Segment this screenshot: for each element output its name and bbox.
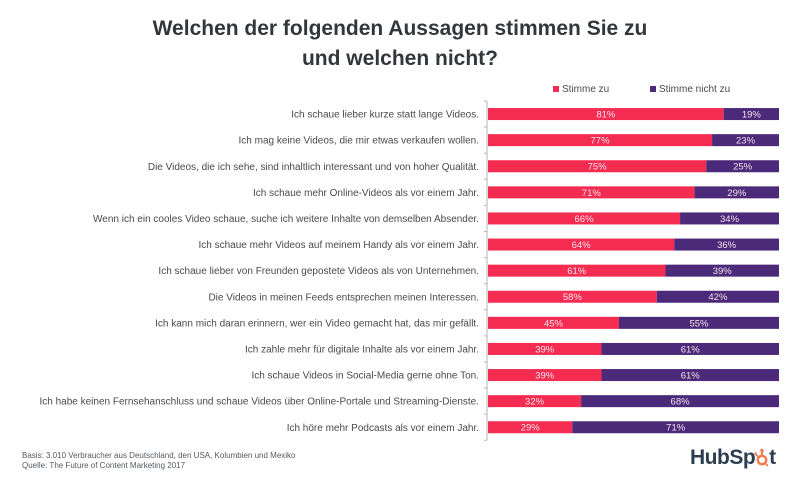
- legend-item-disagree: Stimme nicht zu: [650, 82, 730, 96]
- chart-title-line-2: und welchen nicht?: [301, 47, 498, 70]
- bar-agree: [488, 421, 573, 434]
- logo-text-right: t: [769, 446, 776, 469]
- data-label-disagree: 34%: [720, 214, 740, 225]
- data-label-disagree: 39%: [713, 266, 733, 277]
- bar-agree: [488, 290, 657, 303]
- data-label-agree: 39%: [535, 344, 555, 355]
- legend-swatch-agree: [553, 86, 559, 92]
- bar-agree: [488, 316, 619, 329]
- category-label: Ich zahle mehr für digitale Inhalte als …: [245, 344, 479, 355]
- bar-agree: [488, 369, 602, 382]
- data-label-disagree: 25%: [733, 162, 753, 173]
- bar-disagree: [601, 342, 779, 355]
- legend-label-disagree: Stimme nicht zu: [659, 83, 731, 95]
- bar-agree: [488, 395, 582, 408]
- bar-disagree: [723, 108, 779, 121]
- bar-agree: [488, 342, 602, 355]
- category-label: Die Videos, die ich sehe, sind inhaltlic…: [148, 162, 479, 173]
- footer-notes: Basis: 3.010 Verbraucher aus Deutschland…: [22, 451, 296, 471]
- category-label: Die Videos in meinen Feeds entsprechen m…: [208, 292, 479, 303]
- bar-disagree: [618, 316, 779, 329]
- category-label: Ich schaue Videos in Social-Media gerne …: [251, 371, 479, 382]
- data-label-disagree: 19%: [742, 109, 762, 120]
- bar-disagree: [680, 212, 779, 225]
- bar-disagree: [656, 290, 779, 303]
- data-label-disagree: 29%: [727, 188, 747, 199]
- bar-agree: [488, 186, 695, 199]
- bar-agree: [488, 108, 724, 121]
- data-label-agree: 77%: [591, 136, 611, 147]
- category-label: Ich schaue mehr Videos auf meinem Handy …: [198, 240, 479, 251]
- footer-source: Quelle: The Future of Content Marketing …: [22, 461, 186, 470]
- category-label: Wenn ich ein cooles Video schaue, suche …: [93, 214, 479, 225]
- data-label-disagree: 61%: [681, 344, 701, 355]
- category-label: Ich schaue mehr Online-Videos als vor ei…: [253, 188, 479, 199]
- bar-disagree: [665, 264, 779, 277]
- bar-disagree: [712, 134, 779, 147]
- chart-title: Welchen der folgenden Aussagen stimmen S…: [0, 14, 800, 74]
- category-label: Ich schaue lieber von Freunden gepostete…: [158, 266, 479, 277]
- category-label: Ich kann mich daran erinnern, wer ein Vi…: [155, 318, 479, 329]
- bar-disagree: [694, 186, 779, 199]
- bar-agree: [488, 212, 681, 225]
- data-label-agree: 29%: [521, 423, 541, 434]
- bar-disagree: [706, 160, 779, 173]
- bar-agree: [488, 134, 713, 147]
- legend-label-agree: Stimme zu: [562, 83, 610, 95]
- bar-agree: [488, 238, 675, 251]
- data-label-disagree: 55%: [689, 318, 709, 329]
- legend-item-agree: Stimme zu: [553, 82, 609, 96]
- data-label-disagree: 36%: [717, 240, 737, 251]
- data-label-agree: 81%: [596, 109, 616, 120]
- chart-title-line-1: Welchen der folgenden Aussagen stimmen S…: [152, 17, 648, 40]
- data-label-agree: 61%: [567, 266, 587, 277]
- data-label-agree: 39%: [535, 370, 555, 381]
- data-label-disagree: 68%: [671, 397, 691, 408]
- hubspot-logo: HubSp t: [690, 446, 776, 470]
- data-label-agree: 64%: [572, 240, 592, 251]
- bar-disagree: [581, 395, 779, 408]
- data-label-agree: 32%: [525, 397, 545, 408]
- bar-disagree: [674, 238, 779, 251]
- category-label: Ich schaue lieber kurze statt lange Vide…: [291, 110, 479, 121]
- legend-swatch-disagree: [650, 86, 656, 92]
- footer-basis: Basis: 3.010 Verbraucher aus Deutschland…: [22, 451, 296, 460]
- logo-text-left: HubSp: [690, 446, 756, 469]
- data-label-agree: 75%: [588, 162, 608, 173]
- category-label: Ich habe keinen Fernsehanschluss und sch…: [39, 397, 479, 408]
- category-label: Ich höre mehr Podcasts als vor einem Jah…: [287, 423, 479, 434]
- bar-agree: [488, 160, 707, 173]
- data-label-agree: 45%: [544, 318, 564, 329]
- category-label: Ich mag keine Videos, die mir etwas verk…: [239, 136, 480, 147]
- data-label-disagree: 71%: [666, 423, 686, 434]
- data-label-agree: 66%: [575, 214, 595, 225]
- data-label-agree: 71%: [582, 188, 602, 199]
- data-label-disagree: 42%: [708, 292, 728, 303]
- data-label-disagree: 23%: [736, 136, 756, 147]
- sprocket-icon: [754, 448, 769, 467]
- data-label-disagree: 61%: [681, 370, 701, 381]
- bar-disagree: [572, 421, 779, 434]
- bar-disagree: [601, 369, 779, 382]
- data-label-agree: 58%: [563, 292, 583, 303]
- bar-agree: [488, 264, 666, 277]
